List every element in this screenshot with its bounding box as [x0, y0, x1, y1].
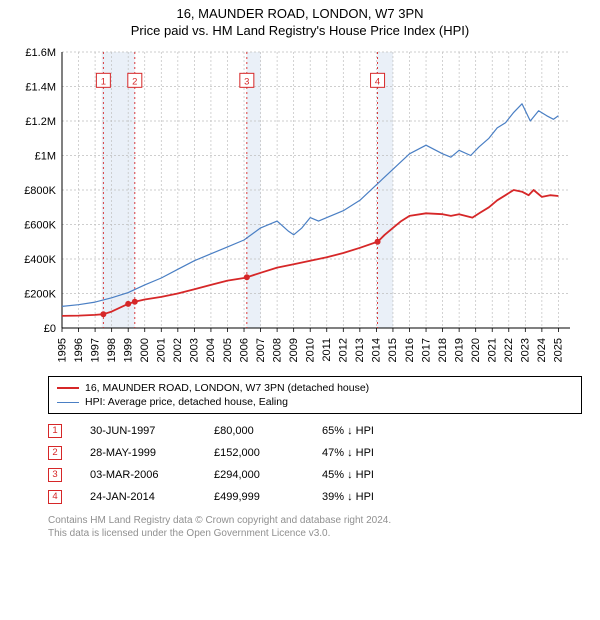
svg-text:£1M: £1M	[35, 151, 56, 163]
svg-text:4: 4	[375, 76, 380, 87]
svg-text:2014: 2014	[371, 338, 383, 362]
svg-text:2020: 2020	[470, 338, 482, 362]
transaction-date: 03-MAR-2006	[90, 464, 186, 486]
legend: 16, MAUNDER ROAD, LONDON, W7 3PN (detach…	[48, 376, 582, 414]
svg-text:2: 2	[132, 76, 137, 87]
transaction-price: £294,000	[214, 464, 294, 486]
svg-text:£1.2M: £1.2M	[25, 116, 56, 128]
transaction-marker: 2	[48, 446, 62, 460]
transaction-date: 24-JAN-2014	[90, 486, 186, 508]
transaction-price: £499,999	[214, 486, 294, 508]
transaction-diff: 45% ↓ HPI	[322, 464, 402, 486]
svg-text:2011: 2011	[321, 338, 333, 362]
svg-text:£1.6M: £1.6M	[25, 48, 56, 59]
title-address: 16, MAUNDER ROAD, LONDON, W7 3PN	[0, 6, 600, 21]
svg-text:2009: 2009	[288, 338, 300, 362]
svg-text:£200K: £200K	[24, 289, 56, 301]
transaction-row: 4 24-JAN-2014 £499,999 39% ↓ HPI	[48, 486, 582, 508]
svg-text:£0: £0	[44, 323, 56, 335]
svg-text:2008: 2008	[271, 338, 283, 362]
svg-text:1998: 1998	[106, 338, 118, 362]
svg-text:2000: 2000	[139, 338, 151, 362]
svg-text:2024: 2024	[536, 338, 548, 362]
svg-text:2013: 2013	[354, 338, 366, 362]
transaction-diff: 39% ↓ HPI	[322, 486, 402, 508]
svg-text:£600K: £600K	[24, 220, 56, 232]
svg-text:2022: 2022	[503, 338, 515, 362]
svg-text:2023: 2023	[520, 338, 532, 362]
svg-text:2004: 2004	[205, 338, 217, 362]
svg-text:2002: 2002	[172, 338, 184, 362]
chart-area: £0 £200K £400K £600K £800K £1M £1.2M £1.4M £1.6M…	[18, 48, 588, 368]
legend-swatch	[57, 387, 79, 389]
svg-text:2010: 2010	[305, 338, 317, 362]
transaction-date: 30-JUN-1997	[90, 420, 186, 442]
svg-text:2007: 2007	[255, 338, 267, 362]
transaction-price: £80,000	[214, 420, 294, 442]
svg-text:£800K: £800K	[24, 185, 56, 197]
transactions-table: 1 30-JUN-1997 £80,000 65% ↓ HPI 2 28-MAY-1999…	[48, 420, 582, 508]
transaction-price: £152,000	[214, 442, 294, 464]
footer-line-1: Contains HM Land Registry data © Crown c…	[48, 514, 582, 527]
transaction-row: 2 28-MAY-1999 £152,000 47% ↓ HPI	[48, 442, 582, 464]
svg-text:2001: 2001	[156, 338, 168, 362]
svg-text:2006: 2006	[238, 338, 250, 362]
legend-swatch	[57, 402, 79, 403]
svg-text:3: 3	[244, 76, 249, 87]
svg-text:1999: 1999	[122, 338, 134, 362]
svg-text:2019: 2019	[453, 338, 465, 362]
transaction-diff: 47% ↓ HPI	[322, 442, 402, 464]
svg-text:1: 1	[101, 76, 106, 87]
data-attribution: Contains HM Land Registry data © Crown c…	[48, 514, 582, 540]
price-chart: £0 £200K £400K £600K £800K £1M £1.2M £1.4M £1.6M…	[18, 48, 578, 368]
svg-text:2017: 2017	[420, 338, 432, 362]
svg-text:1995: 1995	[56, 338, 68, 362]
legend-row: HPI: Average price, detached house, Eali…	[57, 395, 573, 409]
transaction-row: 3 03-MAR-2006 £294,000 45% ↓ HPI	[48, 464, 582, 486]
transaction-row: 1 30-JUN-1997 £80,000 65% ↓ HPI	[48, 420, 582, 442]
svg-text:£400K: £400K	[24, 254, 56, 266]
svg-text:2021: 2021	[487, 338, 499, 362]
svg-text:2018: 2018	[437, 338, 449, 362]
transaction-marker: 1	[48, 424, 62, 438]
svg-text:1997: 1997	[89, 338, 101, 362]
svg-text:2012: 2012	[338, 338, 350, 362]
footer-line-2: This data is licensed under the Open Gov…	[48, 527, 582, 540]
transaction-marker: 3	[48, 468, 62, 482]
legend-row: 16, MAUNDER ROAD, LONDON, W7 3PN (detach…	[57, 381, 573, 395]
legend-label: 16, MAUNDER ROAD, LONDON, W7 3PN (detach…	[85, 381, 369, 395]
svg-text:2016: 2016	[404, 338, 416, 362]
svg-text:1996: 1996	[73, 338, 85, 362]
svg-text:2005: 2005	[222, 338, 234, 362]
chart-titles: 16, MAUNDER ROAD, LONDON, W7 3PN Price p…	[0, 0, 600, 38]
svg-text:£1.4M: £1.4M	[25, 82, 56, 94]
legend-label: HPI: Average price, detached house, Eali…	[85, 395, 288, 409]
svg-text:2003: 2003	[189, 338, 201, 362]
svg-text:2025: 2025	[553, 338, 565, 362]
title-description: Price paid vs. HM Land Registry's House …	[0, 23, 600, 38]
transaction-date: 28-MAY-1999	[90, 442, 186, 464]
svg-text:2015: 2015	[387, 338, 399, 362]
transaction-diff: 65% ↓ HPI	[322, 420, 402, 442]
transaction-marker: 4	[48, 490, 62, 504]
